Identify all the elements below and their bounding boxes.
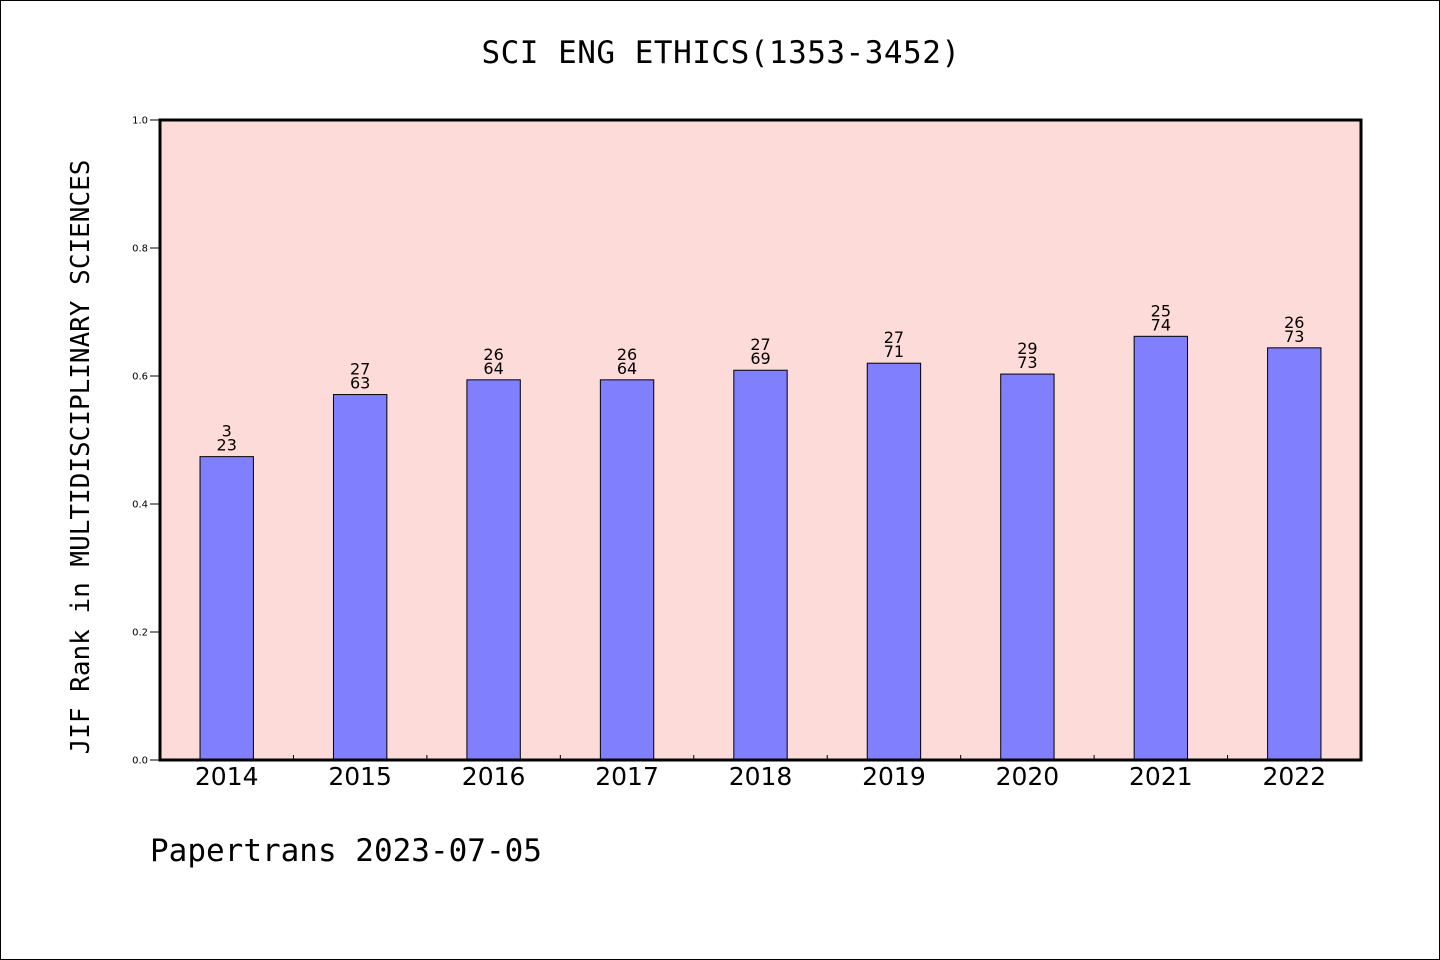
x-tick-label: 2018: [729, 762, 793, 791]
bar-label-total: 23: [217, 436, 237, 455]
bar-label-total: 63: [350, 374, 370, 393]
bar-2019: [866, 362, 922, 761]
bar-label-rank: 26: [483, 345, 503, 364]
bar-label-rank: 3: [222, 422, 232, 441]
bar-2014: [199, 456, 254, 761]
x-tick-label: 2017: [595, 762, 659, 791]
bar-label-total: 69: [750, 349, 770, 368]
x-tick-label: 2020: [996, 762, 1060, 791]
footer-credit: Papertrans 2023-07-05: [150, 833, 542, 869]
bar-2018: [733, 369, 788, 761]
bar-2015: [332, 394, 388, 761]
bar-label-rank: 27: [750, 335, 770, 354]
bar-2017: [599, 379, 655, 761]
y-tick-label: 0.4: [132, 500, 148, 511]
chart-title: SCI ENG ETHICS(1353-3452): [481, 35, 961, 71]
y-tick-label: 0.0: [132, 756, 148, 767]
bar-label-total: 64: [617, 359, 637, 378]
x-tick-label: 2019: [862, 762, 926, 791]
y-tick-label: 0.2: [132, 628, 148, 639]
bar-label-total: 73: [1284, 327, 1304, 346]
bar-label-rank: 29: [1017, 339, 1037, 358]
bar-label-total: 73: [1017, 353, 1037, 372]
x-tick-label: 2021: [1129, 762, 1193, 791]
y-tick-label: 0.8: [132, 244, 148, 255]
y-tick-label: 1.0: [132, 116, 148, 127]
y-tick-label: 0.6: [132, 372, 148, 383]
x-tick-label: 2014: [195, 762, 259, 791]
bar-label-total: 64: [483, 359, 503, 378]
bar-2021: [1133, 335, 1189, 761]
bar-label-rank: 25: [1151, 301, 1171, 320]
bar-label-rank: 26: [1284, 313, 1304, 332]
bar-label-total: 74: [1151, 315, 1171, 334]
bar-label-rank: 27: [350, 360, 370, 379]
bar-2020: [1000, 373, 1055, 761]
bar-label-total: 71: [884, 342, 904, 361]
x-tick-label: 2015: [328, 762, 392, 791]
bar-label-rank: 27: [884, 328, 904, 347]
bar-label-rank: 26: [617, 345, 637, 364]
bar-2022: [1267, 347, 1322, 761]
x-tick-label: 2016: [462, 762, 526, 791]
plot-border: [158, 118, 1363, 762]
bar-2016: [466, 379, 521, 761]
x-tick-label: 2022: [1262, 762, 1326, 791]
